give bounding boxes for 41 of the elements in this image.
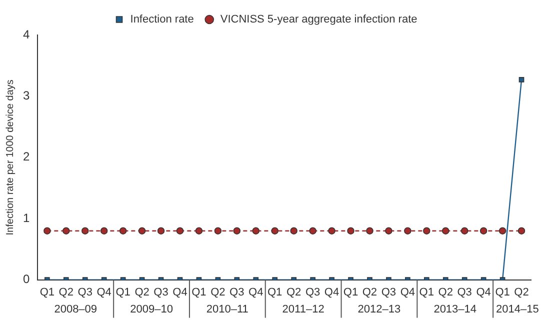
x-tick-label: Q1 [343,286,358,298]
x-tick-label: Q1 [116,286,130,298]
y-tick-label: 2 [22,150,30,164]
text: 2014–15 [496,303,539,316]
text: 2011–12 [282,303,324,316]
text: 2013–14 [434,303,477,316]
x-tick-label: Q1 [419,286,434,298]
y-tick-label: 3 [22,88,30,103]
x-tick-label: Q1 [40,286,55,298]
x-tick-label: Q2 [362,286,378,298]
y-tick-label: 1 [22,210,30,225]
x-tick-label: Q3 [381,286,396,298]
x-tick-label: Q2 [134,286,150,298]
text: 2008–09 [54,303,98,316]
x-tick-label: Q2 [210,286,226,298]
x-tick-label: Q1 [268,286,282,298]
x-tick-label: Q3 [230,286,244,298]
x-tick-label: Q2 [286,286,302,298]
y-axis-title: Infection rate per 1000 device days [4,80,16,236]
x-tick-label: Q3 [78,286,92,298]
x-tick-label: Q4 [400,286,416,298]
x-tick-label: Q3 [457,286,472,298]
y-tick-label: 0 [22,272,30,286]
x-tick-label: Q2 [438,286,453,298]
legend-label: VICNISS 5-year aggregate infection rate [220,14,418,26]
x-tick-label: Q2 [58,286,74,298]
x-tick-label: Q2 [514,286,529,298]
x-tick-label: Q4 [476,286,491,298]
x-tick-label: Q4 [248,286,264,298]
x-tick-label: Q4 [172,286,188,298]
x-tick-label: Q3 [154,286,168,298]
x-tick-label: Q4 [324,286,340,298]
legend-label: Infection rate [130,14,194,26]
y-tick-label: 4 [22,27,30,42]
x-tick-label: Q4 [96,286,112,298]
text: 2010–11 [206,303,248,316]
text: 2009–10 [130,303,173,316]
x-tick-label: Q1 [192,286,206,298]
text: 2012–13 [358,303,401,316]
x-tick-label: Q1 [495,286,510,298]
x-tick-label: Q3 [305,286,320,298]
